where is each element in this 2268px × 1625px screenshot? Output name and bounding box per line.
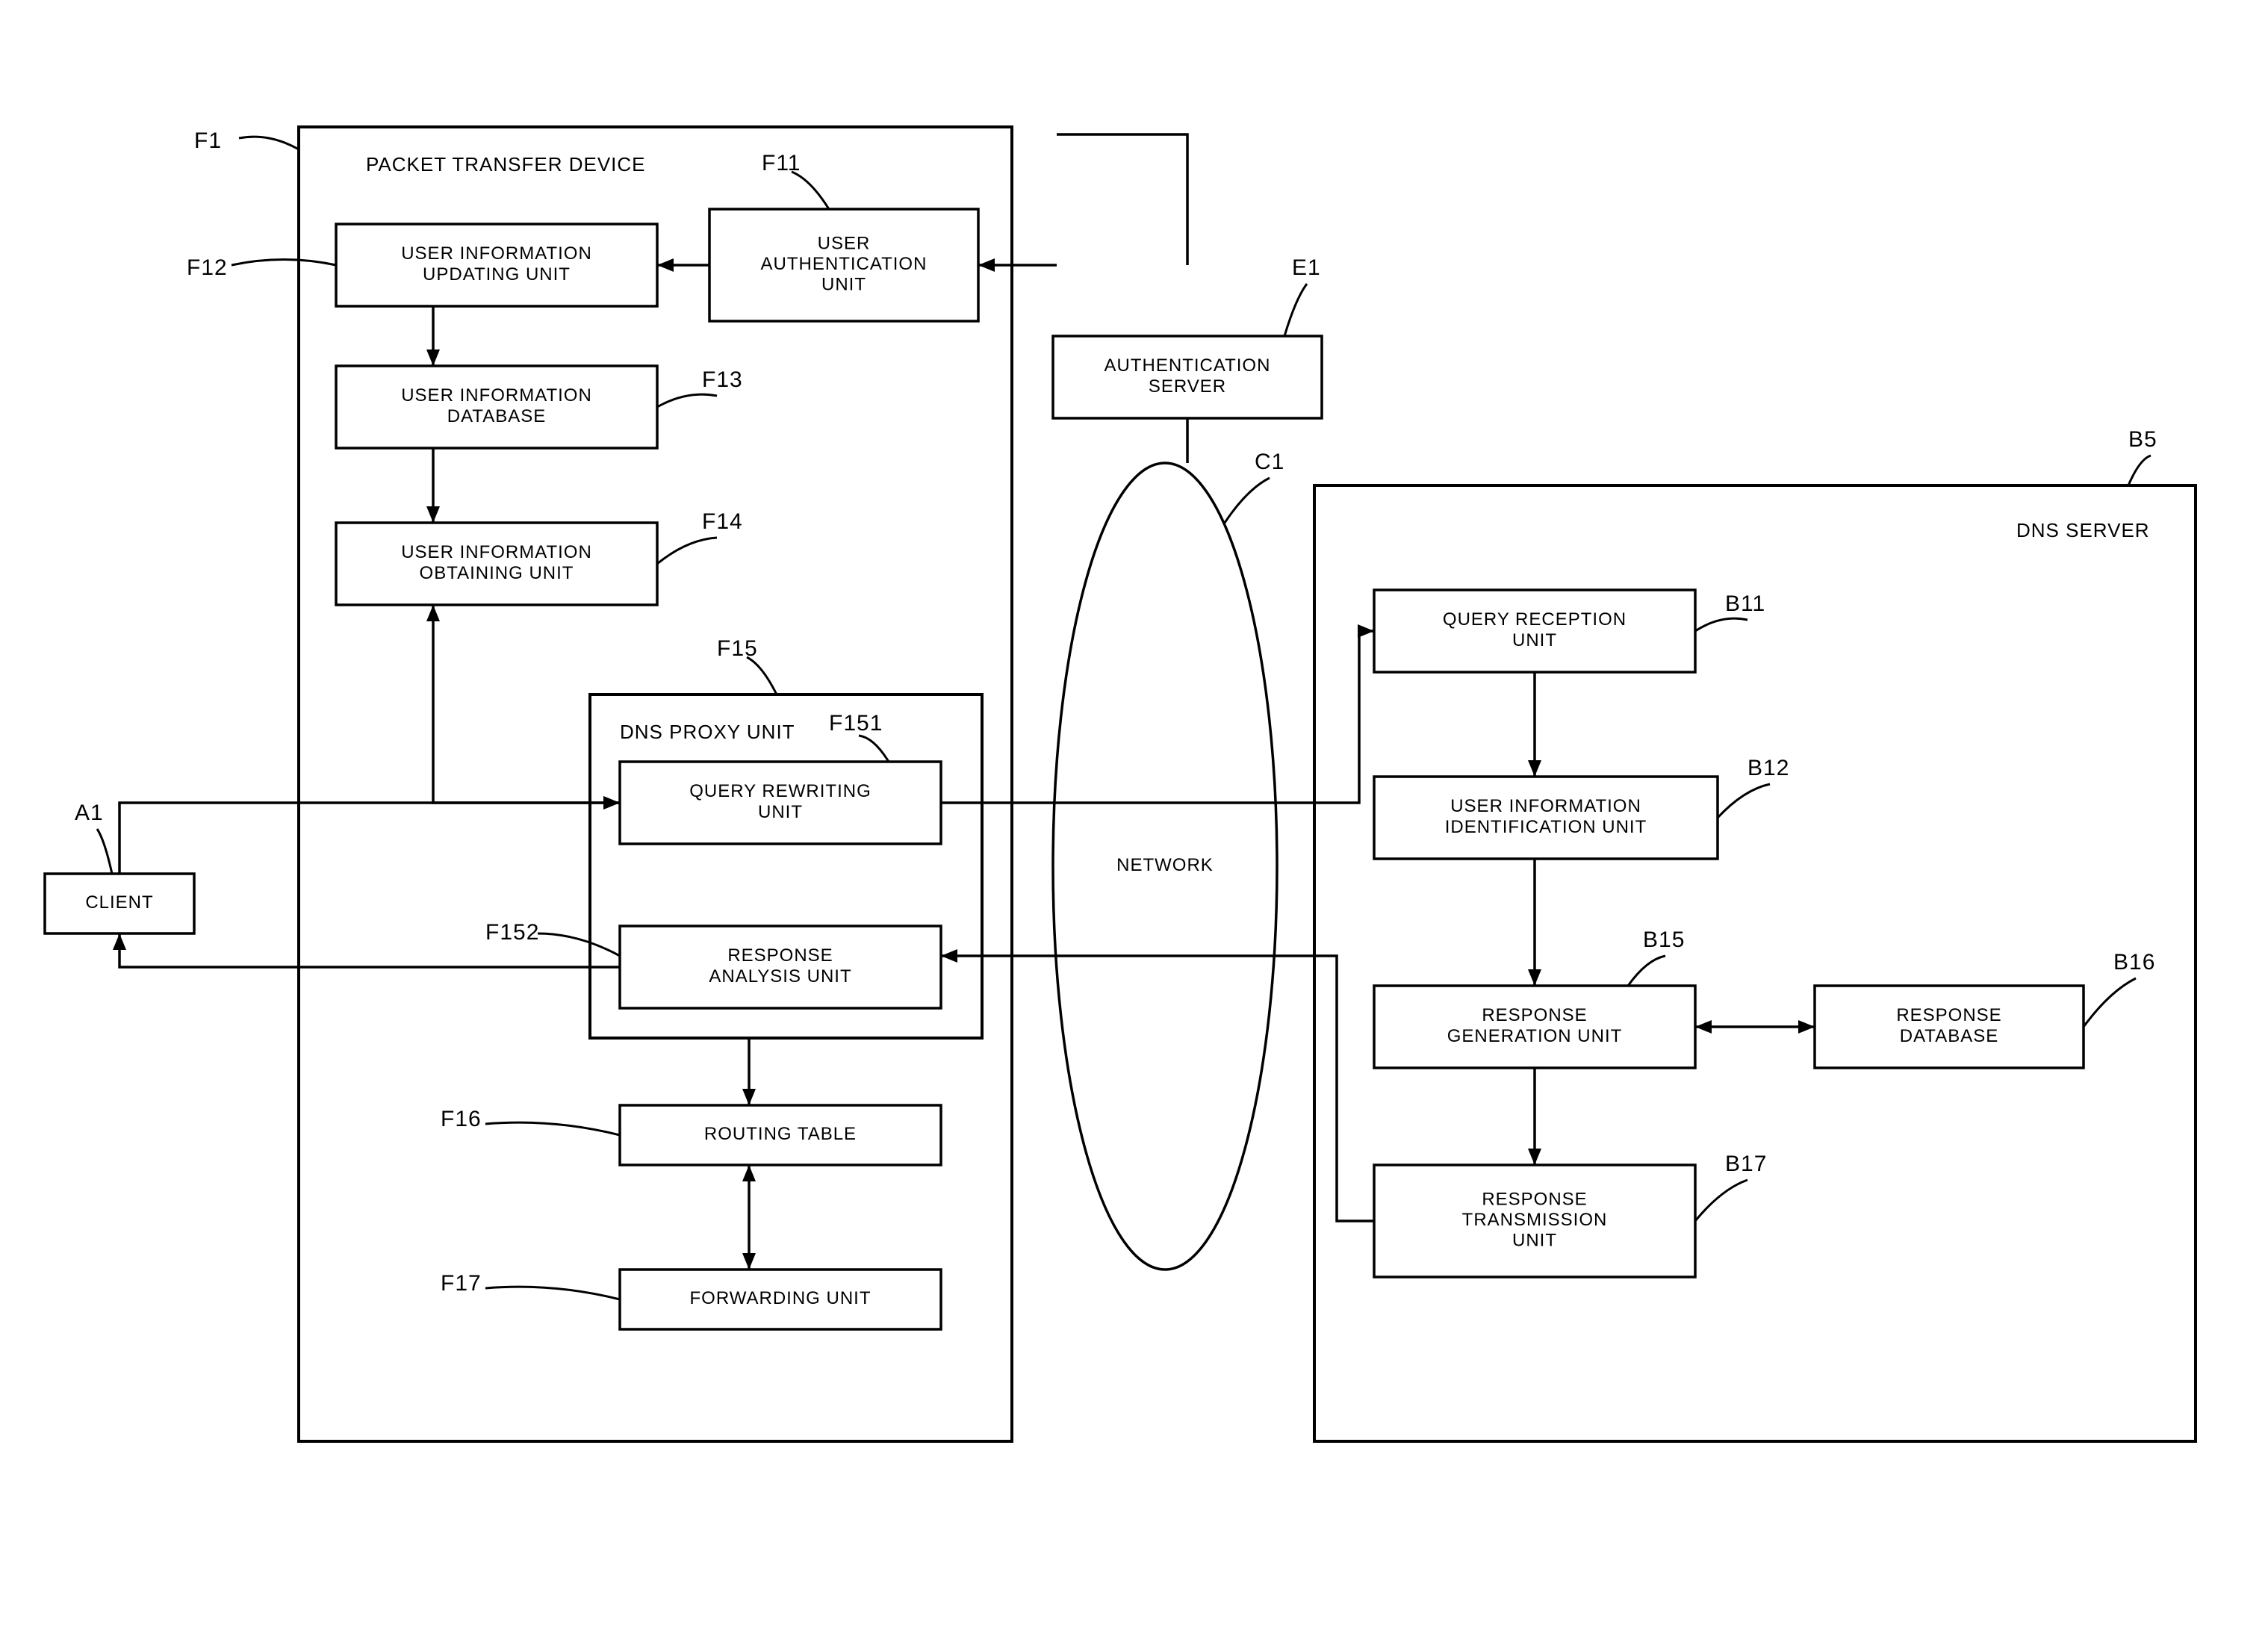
- tag-f15: F15: [717, 636, 758, 661]
- tag-c1: C1: [1255, 450, 1284, 474]
- tag-b16: B16: [2113, 950, 2155, 975]
- node-f152-label: RESPONSEANALYSIS UNIT: [709, 946, 851, 987]
- svg-text:DNS SERVER: DNS SERVER: [2016, 519, 2150, 541]
- tag-a1: A1: [75, 801, 104, 825]
- svg-text:DNS PROXY UNIT: DNS PROXY UNIT: [620, 721, 795, 743]
- edge-7: [119, 803, 620, 874]
- node-f17-label: FORWARDING UNIT: [690, 1288, 872, 1308]
- system-block-diagram: PACKET TRANSFER DEVICE DNS PROXY UNIT DNS …: [0, 0, 2268, 1625]
- tag-f16: F16: [441, 1107, 482, 1131]
- tag-b17: B17: [1725, 1152, 1767, 1176]
- node-b16-label: RESPONSEDATABASE: [1896, 1006, 2001, 1047]
- network-layer: NETWORK: [1053, 463, 1277, 1270]
- node-b12-label: USER INFORMATIONIDENTIFICATION UNIT: [1445, 797, 1647, 838]
- svg-text:PACKET TRANSFER DEVICE: PACKET TRANSFER DEVICE: [366, 153, 646, 175]
- tag-b5: B5: [2128, 427, 2157, 452]
- edge-14: [119, 933, 620, 967]
- tag-f152: F152: [485, 920, 539, 945]
- node-network-label: NETWORK: [1116, 855, 1214, 875]
- tag-f17: F17: [441, 1271, 482, 1296]
- node-f16-label: ROUTING TABLE: [704, 1124, 857, 1144]
- tag-f14: F14: [702, 509, 743, 534]
- tag-f11: F11: [762, 151, 801, 175]
- tag-f1: F1: [194, 128, 222, 153]
- edge-6: [433, 605, 620, 803]
- tag-e1: E1: [1292, 255, 1321, 280]
- node-f14-label: USER INFORMATIONOBTAINING UNIT: [401, 543, 592, 584]
- node-a1-label: CLIENT: [85, 892, 153, 913]
- tag-b11: B11: [1725, 591, 1765, 616]
- edge-1: [1057, 134, 1187, 265]
- tag-b15: B15: [1643, 928, 1685, 952]
- node-f12-label: USER INFORMATIONUPDATING UNIT: [401, 244, 592, 285]
- tag-b12: B12: [1747, 756, 1789, 780]
- tag-f13: F13: [702, 367, 743, 392]
- tag-f12: F12: [187, 255, 228, 280]
- tag-f151: F151: [829, 711, 883, 736]
